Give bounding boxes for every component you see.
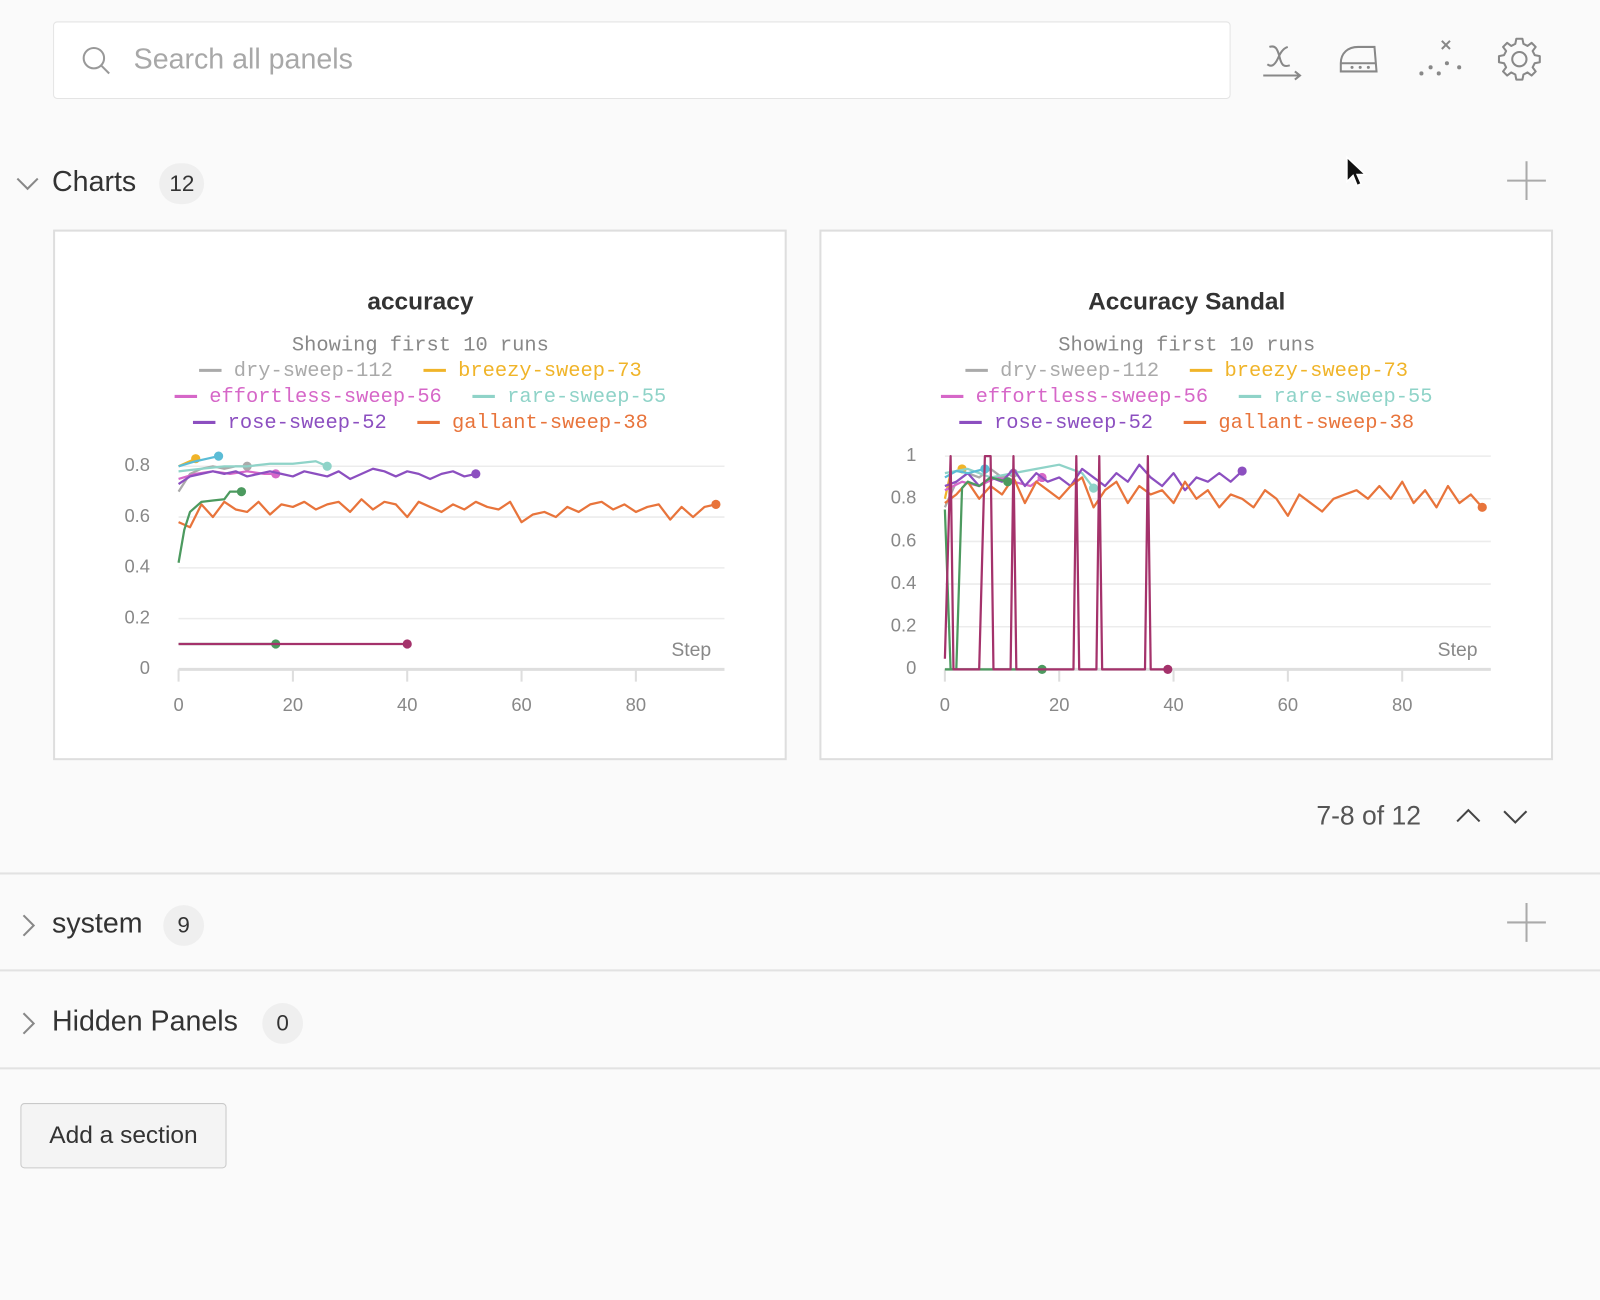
series-line (944, 463, 1095, 489)
y-tick-label: 0.8 (891, 487, 917, 508)
series-end-dot (1003, 477, 1013, 487)
collapse-chevron[interactable] (14, 173, 41, 193)
search-icon (82, 46, 110, 75)
series-line (178, 498, 717, 529)
series-end-dot (1477, 502, 1487, 512)
legend-label: rare-sweep-55 (507, 386, 666, 409)
chart-title: Accuracy Sandal (1088, 289, 1285, 316)
series-end-dot (213, 451, 224, 461)
series-end-dot (402, 639, 412, 649)
series-end-dot (1163, 664, 1173, 674)
y-tick-label: 0.4 (124, 556, 150, 577)
series-line (178, 470, 276, 481)
series-line (177, 490, 242, 563)
x-tick-label: 80 (1392, 694, 1412, 715)
series-line (178, 460, 328, 473)
legend-label: effortless-sweep-56 (976, 386, 1209, 409)
x-tick-label: 60 (511, 694, 531, 715)
legend-label: rose-sweep-52 (228, 412, 387, 435)
outliers-icon[interactable] (1416, 37, 1463, 82)
series-end-dot (322, 461, 332, 471)
legend-label: gallant-sweep-38 (452, 412, 648, 435)
legend-label: dry-sweep-112 (234, 360, 393, 383)
series-line (178, 455, 219, 468)
y-tick-label: 0.2 (891, 615, 917, 636)
mouse-cursor (1346, 155, 1368, 187)
series-end-dot (236, 487, 247, 497)
add-panel-button[interactable] (1506, 902, 1547, 943)
chart: accuracy Showing first 10 runs 0 0.2 0.4 0.… (124, 289, 725, 715)
smoothing-icon[interactable] (1338, 41, 1381, 78)
settings-icon[interactable] (1497, 37, 1542, 82)
legend-label: rare-sweep-55 (1273, 386, 1432, 409)
x-tick-label: 60 (1278, 694, 1298, 715)
chart-panel[interactable]: accuracy Showing first 10 runs 0 0.2 0.4 0.… (53, 229, 787, 761)
chart-title: accuracy (367, 289, 474, 316)
section-name[interactable]: Charts (52, 165, 137, 197)
x-tick-label: 20 (1049, 694, 1069, 715)
search-placeholder: Search all panels (133, 42, 353, 75)
separator (0, 969, 1600, 972)
page-up[interactable] (1455, 806, 1482, 824)
chart-panel[interactable]: Accuracy Sandal Showing first 10 runs 0 0… (819, 229, 1554, 761)
series-line (943, 476, 1009, 671)
x-tick-label: 0 (940, 694, 950, 715)
legend-label: breezy-sweep-73 (458, 360, 642, 383)
add-panel-button[interactable] (1506, 160, 1547, 201)
x-axis-label: Step (1438, 639, 1478, 661)
separator (0, 872, 1600, 875)
y-tick-label: 0.6 (124, 505, 150, 526)
x-tick-label: 20 (283, 694, 303, 715)
pagination-label: 7-8 of 12 (1316, 799, 1422, 831)
series-line (943, 454, 1168, 671)
chart: Accuracy Sandal Showing first 10 runs 0 0… (891, 289, 1491, 715)
y-tick-label: 1 (906, 444, 916, 465)
series-end-dot (1237, 466, 1247, 476)
section-name[interactable]: Hidden Panels (52, 1005, 238, 1037)
x-axis-icon[interactable] (1259, 39, 1304, 82)
x-axis-label: Step (671, 639, 711, 661)
y-tick-label: 0 (140, 657, 150, 678)
legend-label: effortless-sweep-56 (209, 386, 441, 409)
x-tick-label: 40 (397, 694, 417, 715)
series-line (177, 467, 477, 486)
y-tick-label: 0.6 (891, 529, 917, 550)
section-name[interactable]: system (52, 907, 143, 939)
add-section-button[interactable]: Add a section (20, 1103, 227, 1169)
legend-label: gallant-sweep-38 (1218, 412, 1414, 435)
series-end-dot (1088, 483, 1099, 493)
y-tick-label: 0 (906, 657, 916, 678)
search-box[interactable]: Search all panels (53, 21, 1231, 99)
expand-chevron[interactable] (18, 1010, 38, 1037)
y-tick-label: 0.4 (891, 572, 917, 593)
page-down[interactable] (1502, 808, 1529, 826)
x-tick-label: 80 (626, 694, 646, 715)
y-tick-label: 0.2 (124, 606, 150, 627)
section-count: 0 (262, 1003, 304, 1044)
legend-label: dry-sweep-112 (1000, 360, 1159, 383)
legend-label: breezy-sweep-73 (1224, 360, 1408, 383)
chart-subtitle: Showing first 10 runs (292, 334, 549, 357)
section-count: 9 (163, 905, 205, 946)
x-tick-label: 0 (173, 694, 183, 715)
section-count: 12 (159, 163, 205, 205)
separator (0, 1067, 1600, 1070)
chart-subtitle: Showing first 10 runs (1058, 334, 1315, 357)
series-end-dot (471, 469, 481, 479)
x-tick-label: 40 (1163, 694, 1183, 715)
legend-label: rose-sweep-52 (994, 412, 1153, 435)
series-end-dot (711, 499, 721, 509)
series-line (944, 476, 1484, 517)
y-tick-label: 0.8 (124, 454, 150, 475)
expand-chevron[interactable] (18, 912, 38, 939)
